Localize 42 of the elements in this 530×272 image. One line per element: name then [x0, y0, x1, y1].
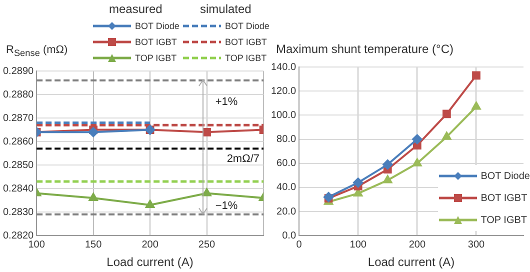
x-tick-label: 200 [408, 239, 426, 250]
annotation: 2mΩ/7 [226, 153, 260, 166]
legend-label: TOP IGBT [135, 53, 177, 63]
x-tick-label: 0 [296, 239, 302, 250]
annotation: −1% [215, 200, 238, 212]
x-tick-label: 250 [198, 239, 216, 250]
y-tick-label: 0.2850 [2, 160, 34, 171]
chart-title: Maximum shunt temperature (°C) [276, 42, 454, 56]
y-tick-label: 20.0 [276, 206, 296, 218]
legend-label: BOT IGBT [480, 192, 528, 204]
legend-label: TOP IGBT [225, 53, 267, 63]
y-axis-title: R$_{Sense}$ (mΩ) [6, 44, 68, 58]
annotation: +1% [215, 96, 238, 108]
text: measured [108, 2, 164, 16]
y-tick-label: 0.2840 [2, 183, 34, 194]
y-tick-label: 0.2820 [2, 230, 34, 242]
legend-label: TOP IGBT [480, 214, 528, 226]
y-tick-label: 0.2890 [2, 66, 34, 77]
x-tick-label: 300 [468, 239, 486, 250]
y-tick-label: 40.0 [276, 182, 296, 194]
y-tick-label: 120.0 [270, 86, 296, 97]
x-tick-label: 100 [350, 239, 367, 250]
y-tick-label: 60.0 [276, 158, 296, 170]
x-tick-label: 200 [142, 239, 159, 250]
y-tick-label: 80.0 [276, 134, 296, 146]
text: simulated [199, 2, 252, 16]
y-tick-label: 100.0 [270, 110, 296, 121]
y-tick-label: 0.2860 [2, 136, 34, 148]
y-tick-label: 140.0 [270, 62, 296, 73]
y-tick-label: 0.0 [282, 230, 296, 242]
y-tick-label: 0.2830 [2, 206, 34, 218]
legend-label: BOT IGBT [225, 37, 267, 47]
legend-label: BOT Diode [480, 170, 530, 182]
y-tick-label: 0.2870 [2, 112, 34, 124]
x-tick-label: 100 [28, 239, 46, 250]
legend-label: BOT IGBT [135, 37, 177, 47]
x-tick-label: 150 [84, 239, 102, 250]
legend-label: BOT Diode [135, 21, 180, 31]
y-tick-label: 0.2880 [2, 89, 34, 100]
legend-label: BOT Diode [225, 21, 270, 31]
x-axis-title: Load current (A) [106, 255, 194, 270]
x-axis-title: Load current (A) [368, 255, 455, 270]
